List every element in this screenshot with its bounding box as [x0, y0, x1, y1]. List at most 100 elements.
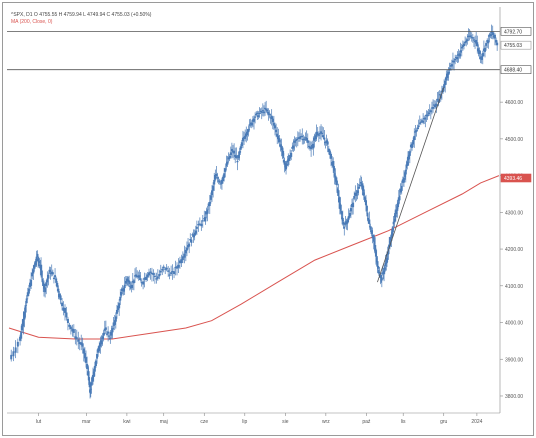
- candle-body: [249, 122, 252, 125]
- price-candle: [424, 114, 427, 128]
- price-candle: [171, 264, 174, 280]
- candle-body: [362, 187, 365, 191]
- price-candle: [198, 217, 201, 227]
- candle-body: [292, 145, 295, 149]
- candle-body: [365, 200, 367, 206]
- candle-body: [115, 309, 118, 314]
- candle-body: [216, 177, 219, 179]
- candle-body: [335, 177, 338, 182]
- price-candle: [404, 168, 407, 183]
- price-candle: [451, 52, 454, 69]
- price-candle: [461, 40, 464, 51]
- candle-body: [309, 146, 311, 149]
- candle-body: [482, 48, 485, 52]
- price-candle: [34, 258, 37, 268]
- price-candle: [370, 226, 373, 236]
- candle-body: [88, 382, 91, 388]
- candle-body: [340, 210, 343, 215]
- candle-body: [215, 174, 218, 177]
- price-candle: [100, 335, 103, 348]
- price-candle: [64, 304, 66, 321]
- candle-body: [397, 202, 400, 208]
- candle-body: [435, 103, 438, 107]
- candle-body: [257, 115, 260, 117]
- candle-body: [180, 259, 183, 264]
- candle-body: [398, 195, 401, 201]
- price-candle: [436, 91, 439, 103]
- price-candle: [390, 229, 393, 248]
- price-candle: [205, 207, 208, 219]
- price-candle: [481, 50, 484, 65]
- candle-body: [139, 278, 142, 281]
- candle-body: [227, 157, 230, 160]
- candle-body: [295, 139, 298, 141]
- candle-body: [152, 273, 155, 275]
- candle-body: [478, 50, 481, 55]
- price-candle: [293, 136, 296, 151]
- candle-body: [213, 179, 216, 185]
- candle-body: [466, 39, 469, 42]
- price-candle: [348, 210, 351, 218]
- price-candle: [254, 112, 257, 124]
- candle-body: [489, 34, 492, 36]
- y-tick-label: 4000.00: [505, 321, 523, 327]
- price-candle: [321, 126, 324, 138]
- candle-body: [243, 136, 246, 140]
- price-candle: [180, 254, 183, 268]
- price-candle: [30, 272, 33, 289]
- price-candle: [87, 365, 90, 379]
- price-candle: [228, 153, 231, 162]
- price-candle: [268, 110, 271, 118]
- price-tag-label: 4755.03: [504, 43, 522, 49]
- candle-body: [341, 217, 344, 221]
- price-candle: [237, 151, 240, 161]
- candle-body: [244, 135, 247, 139]
- price-candle: [134, 268, 136, 283]
- candle-body: [493, 34, 496, 39]
- price-candle: [453, 58, 456, 71]
- price-candle: [496, 40, 499, 51]
- candle-body: [136, 275, 139, 278]
- price-candle: [114, 312, 117, 329]
- candle-body: [87, 371, 90, 376]
- candle-body: [377, 271, 380, 274]
- candle-body: [322, 135, 325, 138]
- price-candle: [274, 122, 276, 136]
- candle-body: [68, 324, 71, 327]
- candle-body: [16, 341, 19, 347]
- price-chart[interactable]: 3800.00 3900.00 4000.00 4100.00 4200.00 4300.…: [3, 3, 535, 437]
- candle-body: [32, 269, 35, 274]
- price-candle: [40, 264, 43, 281]
- candle-body: [488, 35, 491, 37]
- candle-body: [266, 109, 269, 112]
- price-candle: [450, 59, 453, 71]
- price-candle: [159, 264, 162, 276]
- price-candle: [107, 326, 110, 342]
- price-candle: [83, 347, 86, 363]
- candle-body: [29, 282, 31, 288]
- candle-body: [119, 296, 122, 301]
- price-candle: [21, 319, 24, 333]
- candle-body: [82, 348, 85, 354]
- price-candle: [294, 137, 297, 147]
- price-candle: [314, 132, 317, 143]
- price-candle: [211, 185, 213, 202]
- price-candle: [176, 262, 178, 276]
- price-candle: [240, 139, 243, 149]
- price-candle: [309, 140, 311, 151]
- candle-body: [111, 328, 114, 333]
- candle-body: [314, 135, 317, 140]
- candle-body: [443, 84, 446, 89]
- candle-body: [238, 151, 241, 155]
- candle-body: [37, 258, 40, 261]
- candle-body: [69, 326, 72, 330]
- price-candle: [469, 30, 472, 39]
- price-candle: [66, 316, 69, 331]
- candle-body: [396, 206, 399, 211]
- price-candle: [402, 170, 405, 187]
- candle-body: [276, 133, 279, 137]
- candle-body: [219, 183, 222, 185]
- price-candle: [146, 272, 149, 282]
- candle-body: [485, 43, 488, 46]
- price-candle: [463, 41, 465, 50]
